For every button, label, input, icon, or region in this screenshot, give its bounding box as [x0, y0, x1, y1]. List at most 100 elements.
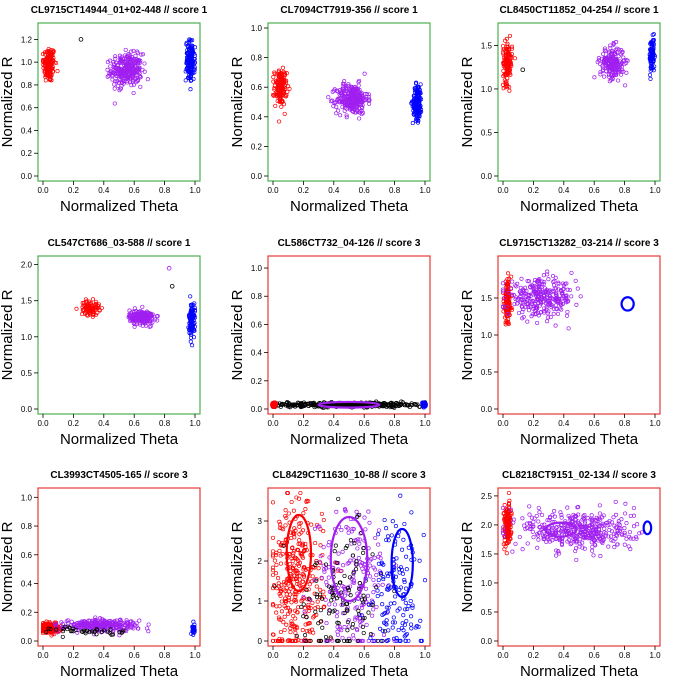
data-point-unassigned — [353, 567, 359, 572]
data-point-AA — [321, 517, 326, 523]
data-point-AB — [525, 319, 530, 324]
data-point-AA — [271, 75, 276, 80]
cluster-panel-8: CL8429CT11630_10-88 // score 30.0 0.2 0.4 0… — [229, 470, 431, 680]
data-point-AB — [332, 602, 338, 607]
data-point-AB — [551, 283, 557, 288]
data-point-AB — [609, 52, 614, 57]
outlier-point — [78, 37, 84, 42]
data-point-AB — [129, 316, 134, 321]
data-point-AB — [344, 113, 349, 118]
data-point-AA — [86, 304, 91, 309]
data-point-BB — [410, 605, 415, 610]
data-point-AB — [355, 89, 360, 94]
data-point-AA — [502, 547, 507, 552]
data-point-unassigned — [318, 592, 323, 597]
data-point-AB — [128, 66, 133, 71]
data-point-AB — [624, 58, 629, 63]
data-point-AB — [112, 101, 117, 106]
data-point-AB — [326, 95, 331, 100]
data-point-BB — [190, 43, 195, 48]
data-point-AA — [288, 630, 293, 635]
x-axis-label: Normalized Theta — [290, 663, 409, 680]
data-point-AA — [314, 584, 319, 589]
y-tick-label: 0.5 — [481, 128, 493, 137]
data-point-BB — [418, 82, 423, 87]
x-tick-label: 0.6 — [589, 186, 601, 195]
data-point-AB — [596, 56, 601, 61]
x-tick-label: 0.4 — [558, 419, 570, 428]
data-point-BB — [416, 101, 421, 106]
data-point-AB — [631, 524, 637, 529]
data-point-BB — [188, 55, 193, 60]
data-point-BB — [404, 586, 409, 591]
data-point-AA — [285, 611, 291, 616]
data-point-AA — [284, 585, 289, 590]
data-point-BB — [186, 64, 191, 69]
data-point-AA — [506, 271, 511, 276]
data-point-AA — [42, 63, 47, 68]
data-point-AA — [45, 59, 50, 64]
data-point-AB — [608, 43, 613, 48]
x-tick-label: 0.2 — [298, 419, 310, 428]
data-point-AB — [613, 59, 618, 64]
plot-frame — [497, 255, 661, 415]
data-point-BB — [390, 625, 395, 630]
data-point-AB — [340, 81, 346, 86]
data-point-BB — [417, 108, 422, 113]
data-point-AB — [371, 607, 376, 612]
data-point-AB — [609, 66, 615, 71]
data-point-AB — [551, 311, 556, 316]
data-point-unassigned — [323, 634, 329, 640]
y-tick-label: 0.4 — [251, 349, 263, 358]
data-point-BB — [649, 48, 654, 54]
y-tick-label: 1.0 — [21, 493, 33, 502]
data-point-AA — [270, 500, 276, 505]
outlier-point — [520, 67, 526, 73]
data-point-BB — [380, 602, 385, 607]
data-point-BB — [190, 46, 195, 51]
data-point-unassigned — [350, 622, 355, 627]
data-point-AB — [343, 86, 348, 91]
data-point-AB — [608, 69, 613, 74]
data-point-BB — [376, 532, 381, 537]
data-point-AB — [336, 551, 341, 556]
data-point-BB — [189, 50, 195, 55]
data-point-AB — [374, 604, 379, 610]
data-point-BB — [416, 96, 421, 102]
data-points — [270, 490, 428, 643]
y-tick-label: 0.0 — [481, 172, 493, 181]
data-point-AB — [114, 79, 119, 84]
data-point-AA — [272, 85, 277, 91]
y-tick-label: 0.0 — [251, 172, 263, 181]
data-point-AA — [277, 88, 282, 93]
y-tick-label: 0.6 — [21, 104, 33, 113]
data-point-AB — [125, 74, 130, 79]
data-point-AA — [40, 59, 46, 64]
y-tick-label: 0.6 — [21, 551, 33, 560]
data-point-AA — [74, 306, 79, 311]
data-point-AB — [606, 61, 611, 66]
data-point-AB — [113, 54, 118, 59]
data-point-AB — [546, 277, 551, 282]
data-point-AB — [359, 90, 364, 95]
data-point-BB — [410, 99, 415, 104]
data-point-AB — [352, 86, 357, 91]
data-point-BB — [402, 521, 407, 527]
panel-title: CL3993CT4505-165 // score 3 — [50, 470, 188, 481]
data-point-unassigned — [60, 634, 65, 639]
data-point-unassigned — [356, 608, 361, 613]
data-point-BB — [192, 60, 198, 65]
x-tick-label: 0.2 — [298, 186, 310, 195]
data-point-AB — [357, 78, 362, 83]
data-point-AA — [275, 99, 280, 104]
data-point-AA — [83, 297, 88, 302]
data-point-AB — [121, 77, 126, 82]
data-point-BB — [647, 72, 653, 78]
data-point-AB — [635, 522, 640, 527]
data-point-AB — [127, 308, 132, 313]
data-point-BB — [393, 524, 398, 529]
data-point-AB — [337, 100, 342, 105]
data-point-AB — [574, 302, 579, 307]
data-point-BB — [404, 567, 409, 572]
